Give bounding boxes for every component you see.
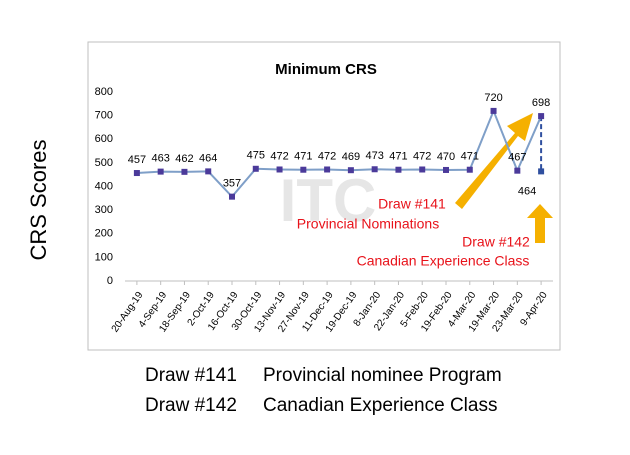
data-label: 471 <box>461 151 479 163</box>
y-tick-label: 800 <box>95 86 113 98</box>
y-tick-label: 200 <box>95 228 113 240</box>
data-label: 720 <box>484 92 502 104</box>
marker <box>538 113 545 120</box>
marker <box>133 170 140 177</box>
arrows <box>455 113 553 243</box>
y-tick-label: 400 <box>95 180 113 192</box>
y-tick-label: 0 <box>107 275 113 287</box>
annotation: Provincial Nominations <box>297 216 439 232</box>
data-label: 462 <box>175 153 193 165</box>
data-label: 357 <box>223 178 241 190</box>
marker <box>371 166 378 173</box>
data-label: 463 <box>151 153 169 165</box>
marker <box>347 167 354 174</box>
y-tick-label: 700 <box>95 110 113 122</box>
data-label: 467 <box>508 152 526 164</box>
marker <box>157 168 164 175</box>
annotation: Canadian Experience Class <box>357 253 530 269</box>
data-label: 457 <box>128 154 146 166</box>
marker <box>538 168 545 175</box>
marker <box>252 165 259 172</box>
footer-draw: Draw #142 <box>145 395 237 416</box>
marker <box>276 166 283 173</box>
y-tick-label: 300 <box>95 204 113 216</box>
data-label: 472 <box>270 150 288 162</box>
data-label: 464 <box>518 185 536 197</box>
y-tick-label: 600 <box>95 133 113 145</box>
data-label: 464 <box>199 152 217 164</box>
marker <box>300 166 307 173</box>
data-label: 472 <box>318 150 336 162</box>
data-label: 469 <box>342 151 360 163</box>
marker <box>466 166 473 173</box>
marker <box>324 166 331 173</box>
data-label: 471 <box>294 151 312 163</box>
marker <box>514 167 521 174</box>
data-label: 698 <box>532 97 550 109</box>
footer-draw: Draw #141 <box>145 365 237 386</box>
marker <box>205 168 212 175</box>
data-label: 470 <box>437 151 455 163</box>
data-label: 471 <box>389 151 407 163</box>
footer-program: Canadian Experience Class <box>263 395 497 416</box>
marker <box>181 168 188 175</box>
annotation: Draw #142 <box>462 234 530 250</box>
marker <box>443 166 449 173</box>
y-tick-label: 100 <box>95 251 113 263</box>
watermark: ITC <box>280 167 377 234</box>
arrow-141 <box>455 113 533 209</box>
chart-frame <box>87 41 561 351</box>
footer-program: Provincial nominee Program <box>263 365 502 386</box>
y-axis-title: CRS Scores <box>26 139 51 260</box>
data-label: 473 <box>365 150 383 162</box>
series-line <box>136 108 543 199</box>
marker <box>490 107 497 114</box>
marker <box>229 193 235 200</box>
data-label: 475 <box>247 150 265 162</box>
annotation: Draw #141 <box>378 196 446 212</box>
arrow-142 <box>527 204 553 243</box>
y-tick-label: 500 <box>95 157 113 169</box>
data-label: 472 <box>413 150 431 162</box>
chart-title: Minimum CRS <box>275 61 377 78</box>
marker <box>419 166 426 173</box>
marker <box>395 166 402 173</box>
